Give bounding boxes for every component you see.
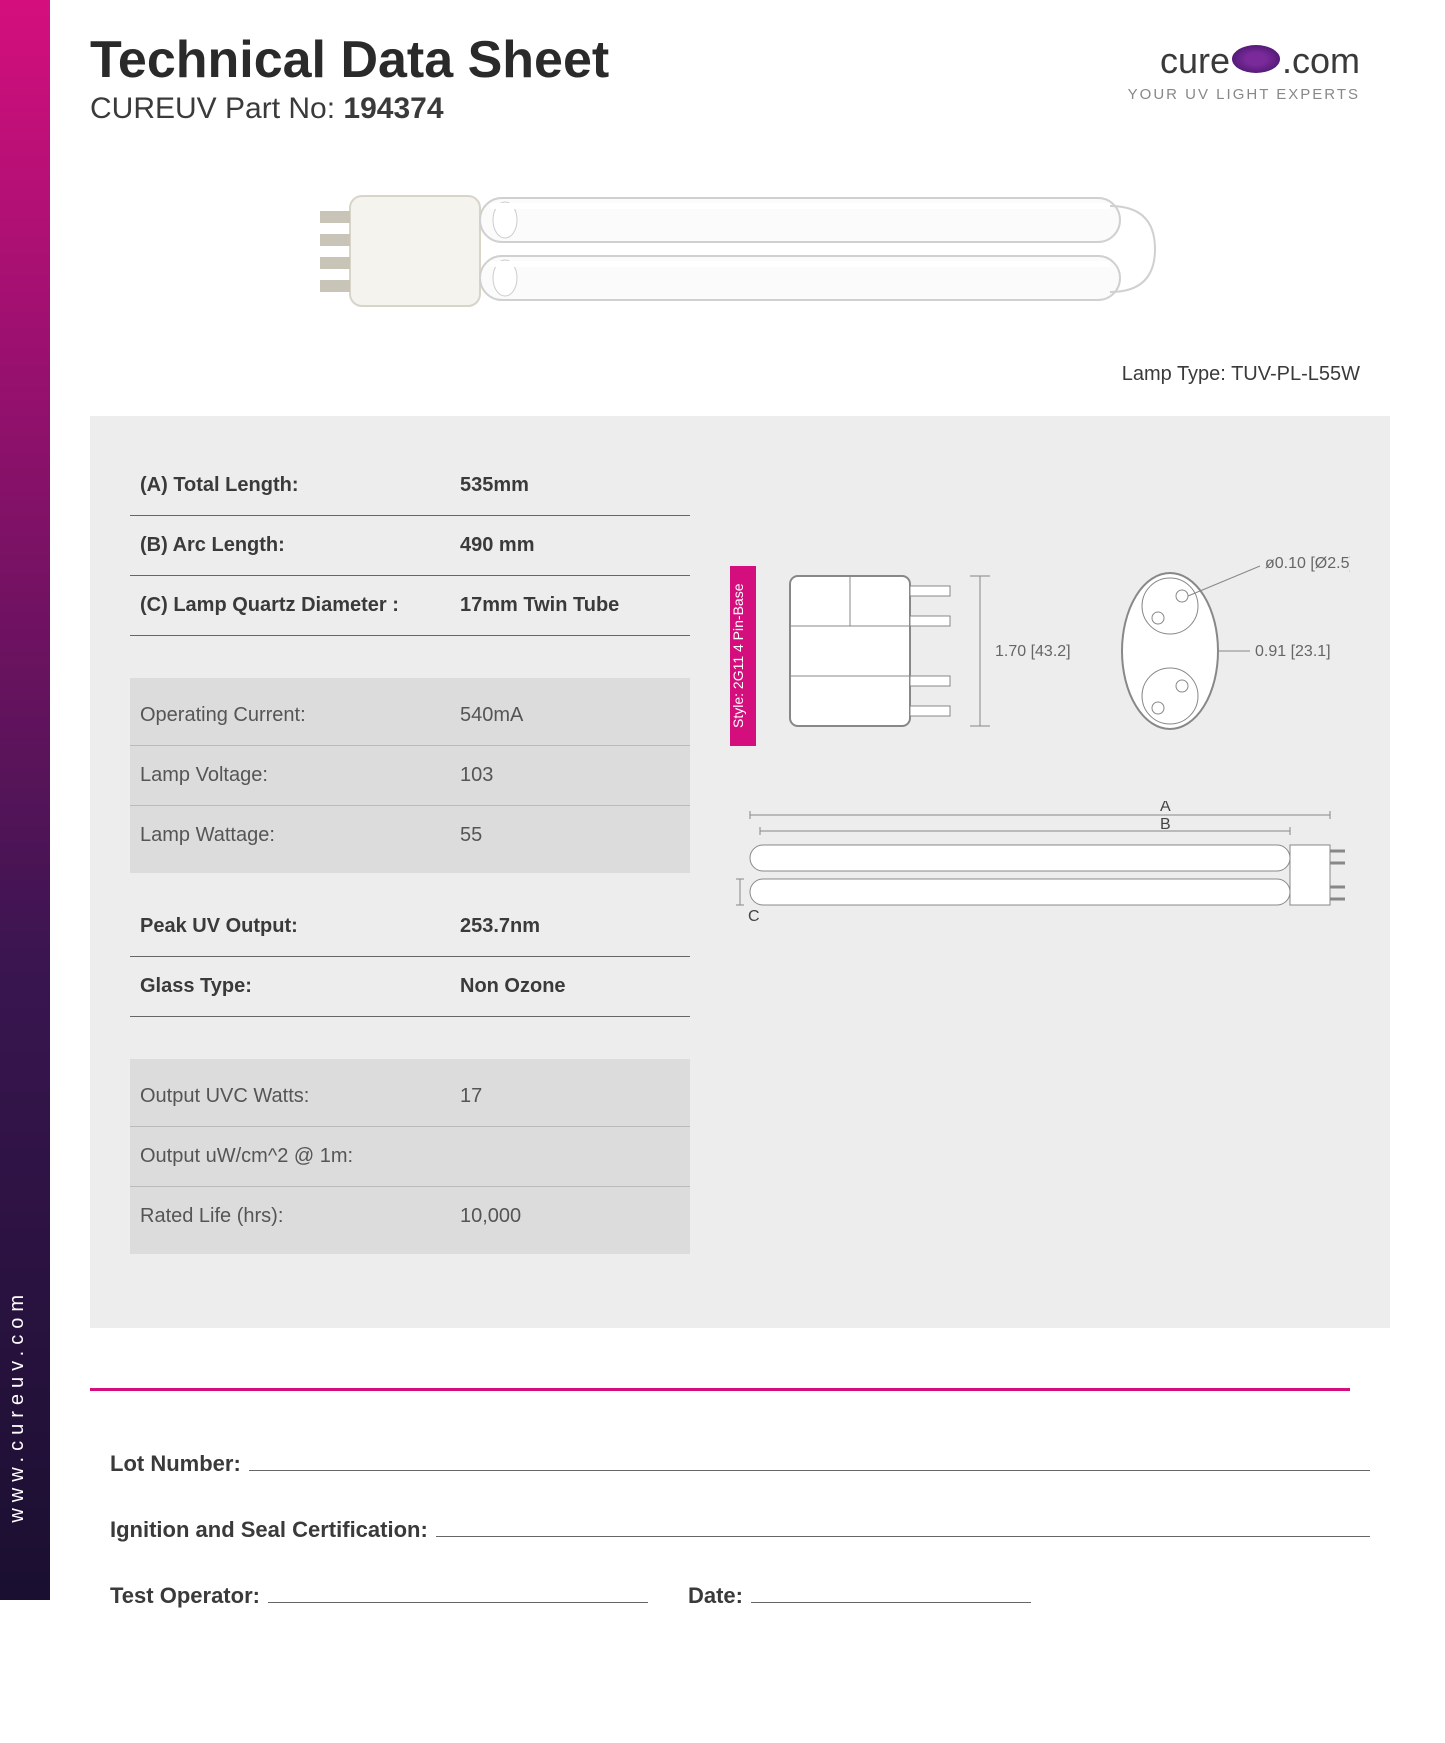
date-field[interactable] (751, 1583, 1031, 1603)
spec-row: (A) Total Length:535mm (130, 456, 690, 516)
header-row: Technical Data Sheet CUREUV Part No: 194… (90, 30, 1390, 126)
spec-label: (B) Arc Length: (140, 534, 460, 557)
spec-right-column: Style: 2G11 4 Pin-Base 1.70 [4 (730, 456, 1350, 1278)
pin-base-style-label: Style: 2G11 4 Pin-Base (730, 566, 756, 746)
date-label: Date: (688, 1583, 743, 1609)
spec-value: 17mm Twin Tube (460, 594, 680, 617)
spec-value: Non Ozone (460, 975, 680, 998)
ignition-cert-label: Ignition and Seal Certification: (110, 1517, 428, 1543)
spec-label: Output uW/cm^2 @ 1m: (140, 1145, 460, 1168)
test-operator-label: Test Operator: (110, 1583, 260, 1609)
spec-group-output: Output UVC Watts:17 Output uW/cm^2 @ 1m: R… (130, 1059, 690, 1254)
spec-value: 253.7nm (460, 915, 680, 938)
lamp-length-diagram: A B C (730, 801, 1350, 941)
dim-height-text: 1.70 [43.2] (995, 643, 1071, 660)
dim-width-text: 0.91 [23.1] (1255, 643, 1331, 660)
spec-label: (A) Total Length: (140, 474, 460, 497)
spec-value: 490 mm (460, 534, 680, 557)
spec-value: 17 (460, 1085, 680, 1108)
spec-group-dimensions: (A) Total Length:535mm(B) Arc Length:490… (130, 456, 690, 636)
lot-number-label: Lot Number: (110, 1451, 241, 1477)
spec-label: Operating Current: (140, 704, 460, 727)
product-image-area: Lamp Type: TUV-PL-L55W (90, 156, 1390, 376)
spec-row: Output uW/cm^2 @ 1m: (130, 1127, 690, 1187)
dim-pin-text: ø0.10 [Ø2.5] (1265, 555, 1350, 572)
divider-line (90, 1388, 1350, 1391)
spec-row: Glass Type:Non Ozone (130, 957, 690, 1017)
dim-b-text: B (1160, 816, 1171, 833)
spec-label: Glass Type: (140, 975, 460, 998)
title-block: Technical Data Sheet CUREUV Part No: 194… (90, 30, 609, 126)
spec-label: Rated Life (hrs): (140, 1205, 460, 1228)
spec-row: Peak UV Output:253.7nm (130, 897, 690, 957)
spec-value: 535mm (460, 474, 680, 497)
spec-value: 540mA (460, 704, 680, 727)
spec-label: Lamp Wattage: (140, 824, 460, 847)
spec-row: (B) Arc Length:490 mm (130, 516, 690, 576)
spec-row: Output UVC Watts:17 (130, 1067, 690, 1127)
brand-pre: cure (1160, 40, 1230, 81)
spec-group-uv: Peak UV Output:253.7nmGlass Type:Non Ozo… (130, 897, 690, 1017)
brand-tagline: YOUR UV LIGHT EXPERTS (1128, 86, 1360, 103)
side-url-text: www.cureuv.com (6, 1289, 29, 1523)
brand-post: .com (1282, 40, 1360, 81)
spec-row: (C) Lamp Quartz Diameter :17mm Twin Tube (130, 576, 690, 636)
page-content: Technical Data Sheet CUREUV Part No: 194… (90, 30, 1390, 1649)
lamp-type-value: TUV-PL-L55W (1231, 363, 1360, 385)
spec-value: 103 (460, 764, 680, 787)
certification-area: Lot Number: Ignition and Seal Certificat… (90, 1451, 1390, 1609)
spec-row: Rated Life (hrs):10,000 (130, 1187, 690, 1246)
ignition-cert-field[interactable] (436, 1517, 1370, 1537)
test-operator-row: Test Operator: Date: (110, 1583, 1370, 1609)
base-dimension-diagram: 1.70 [43.2] ø0.10 [Ø2.5] 0.91 [23.1] (730, 546, 1350, 766)
brand-uv-dot-icon (1232, 45, 1280, 73)
lamp-type-line: Lamp Type: TUV-PL-L55W (1122, 363, 1360, 386)
spec-left-column: (A) Total Length:535mm(B) Arc Length:490… (130, 456, 690, 1278)
test-operator-field[interactable] (268, 1583, 648, 1603)
spec-panel: (A) Total Length:535mm(B) Arc Length:490… (90, 416, 1390, 1328)
spec-row: Operating Current:540mA (130, 686, 690, 746)
ignition-cert-row: Ignition and Seal Certification: (110, 1517, 1370, 1543)
lot-number-field[interactable] (249, 1451, 1370, 1471)
spec-value (460, 1145, 680, 1168)
spec-label: (C) Lamp Quartz Diameter : (140, 594, 460, 617)
spec-row: Lamp Voltage:103 (130, 746, 690, 806)
brand-text: cure .com (1128, 40, 1360, 82)
spec-row: Lamp Wattage:55 (130, 806, 690, 865)
spec-group-electrical: Operating Current:540mALamp Voltage:103L… (130, 678, 690, 873)
spec-label: Peak UV Output: (140, 915, 460, 938)
partno-prefix: CUREUV Part No: (90, 92, 335, 125)
logo-block: cure .com YOUR UV LIGHT EXPERTS (1128, 40, 1360, 103)
spec-label: Output UVC Watts: (140, 1085, 460, 1108)
page-title: Technical Data Sheet (90, 30, 609, 90)
spec-value: 55 (460, 824, 680, 847)
spec-value: 10,000 (460, 1205, 680, 1228)
lamp-type-label: Lamp Type: (1122, 363, 1226, 385)
dim-c-text: C (748, 908, 760, 925)
diagram-area: 1.70 [43.2] ø0.10 [Ø2.5] 0.91 [23.1] (730, 546, 1350, 946)
lot-number-row: Lot Number: (110, 1451, 1370, 1477)
partno-value: 194374 (343, 92, 443, 125)
dim-a-text: A (1160, 801, 1171, 815)
spec-label: Lamp Voltage: (140, 764, 460, 787)
part-number-line: CUREUV Part No: 194374 (90, 92, 609, 126)
lamp-illustration (290, 156, 1190, 336)
